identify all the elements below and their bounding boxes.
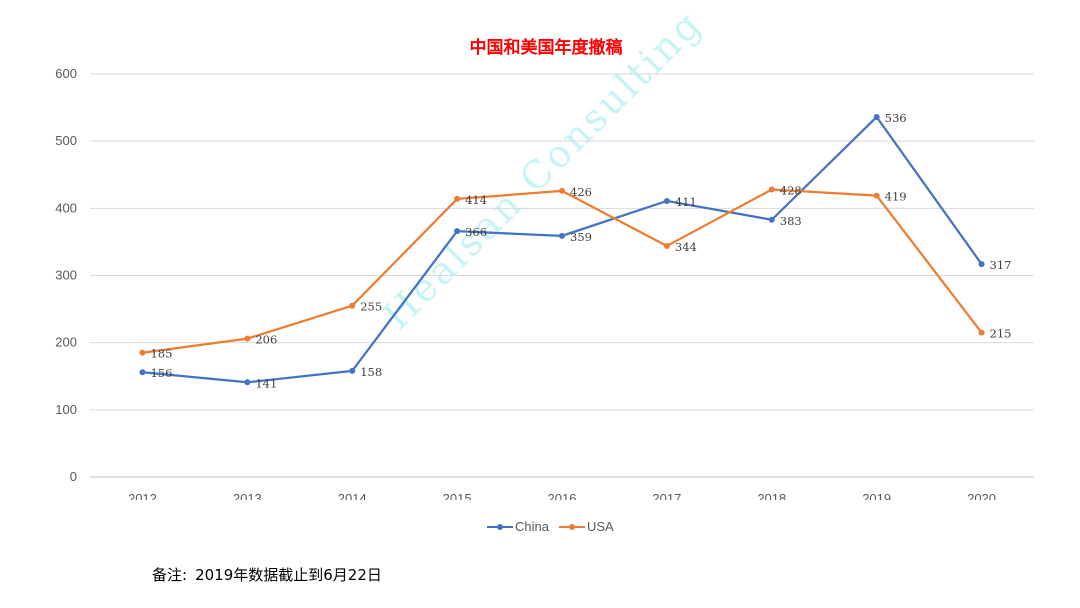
data-label-china: 383: [780, 214, 802, 228]
x-tick-label: 2014: [338, 491, 367, 500]
data-label-china: 536: [885, 111, 907, 125]
data-label-china: 411: [675, 195, 697, 209]
data-label-usa: 428: [780, 184, 802, 198]
data-label-china: 366: [465, 225, 487, 239]
x-tick-label: 2020: [967, 491, 996, 500]
data-label-usa: 215: [990, 327, 1012, 341]
x-tick-label: 2016: [548, 491, 577, 500]
y-tick-label: 500: [55, 133, 77, 148]
y-tick-label: 100: [55, 402, 77, 417]
y-tick-label: 600: [55, 66, 77, 81]
footnote: 备注: 2019年数据截止到6月22日: [152, 564, 390, 585]
legend-swatch-usa: [558, 522, 585, 532]
data-label-usa: 185: [150, 347, 172, 361]
data-label-china: 141: [255, 376, 277, 390]
y-tick-label: 200: [55, 335, 77, 350]
x-tick-label: 2019: [862, 491, 891, 500]
data-point-usa: [663, 242, 670, 249]
y-tick-label: 0: [70, 469, 77, 484]
data-point-china: [768, 216, 775, 223]
data-label-china: 317: [990, 258, 1012, 272]
data-point-china: [244, 379, 251, 386]
data-label-usa: 206: [255, 333, 277, 347]
data-point-china: [663, 197, 670, 204]
x-axis-ticks: 2012 2013 2014 2015 2016 2017 2018 2019 2020: [128, 491, 996, 500]
y-tick-label: 300: [55, 268, 77, 283]
data-label-china: 158: [360, 365, 382, 379]
x-tick-label: 2012: [128, 491, 157, 500]
series-line-usa: [142, 188, 983, 354]
line-chart: 0 100 200 300 400 500 600 2012 2013 2014 2015 2016…: [55, 66, 1034, 500]
data-point-china: [454, 228, 461, 235]
data-point-usa: [454, 195, 461, 202]
data-label-usa: 426: [570, 185, 592, 199]
data-point-usa: [139, 349, 146, 356]
legend-item-usa: USA: [558, 519, 614, 534]
data-point-china: [349, 367, 356, 374]
data-point-usa: [349, 302, 356, 309]
x-tick-label: 2017: [652, 491, 681, 500]
x-tick-label: 2013: [233, 491, 262, 500]
footnote-label: 备注:: [152, 566, 188, 584]
gridlines: [90, 73, 1034, 478]
x-tick-label: 2018: [757, 491, 786, 500]
data-point-usa: [978, 329, 985, 336]
data-point-usa: [768, 186, 775, 193]
data-label-usa: 419: [885, 190, 907, 204]
data-labels: 156 141 158 366 359 411 383 536 317 185 206 255 414 4…: [150, 111, 1011, 390]
footnote-text: 2019年数据截止到6月22日: [195, 566, 382, 584]
legend: China USA: [487, 519, 624, 534]
data-point-usa: [559, 187, 565, 194]
legend-swatch-china: [487, 522, 513, 532]
y-axis-ticks: 0 100 200 300 400 500 600: [55, 66, 77, 484]
data-point-usa: [873, 192, 880, 199]
legend-label-usa: USA: [586, 519, 614, 534]
y-tick-label: 400: [55, 200, 77, 215]
data-point-usa: [244, 335, 251, 342]
data-label-usa: 344: [675, 240, 697, 254]
data-point-china: [978, 261, 985, 268]
data-label-china: 156: [150, 366, 172, 380]
data-point-china: [559, 232, 565, 239]
x-tick-label: 2015: [443, 491, 472, 500]
data-label-usa: 414: [465, 193, 487, 207]
chart-title: 中国和美国年度撤稿: [469, 38, 623, 58]
legend-label-china: China: [515, 519, 549, 534]
data-label-china: 359: [570, 230, 592, 244]
data-label-usa: 255: [360, 300, 382, 314]
data-point-china: [873, 113, 880, 120]
series-lines: [139, 113, 985, 386]
legend-item-china: China: [487, 519, 549, 534]
data-point-china: [139, 369, 146, 376]
